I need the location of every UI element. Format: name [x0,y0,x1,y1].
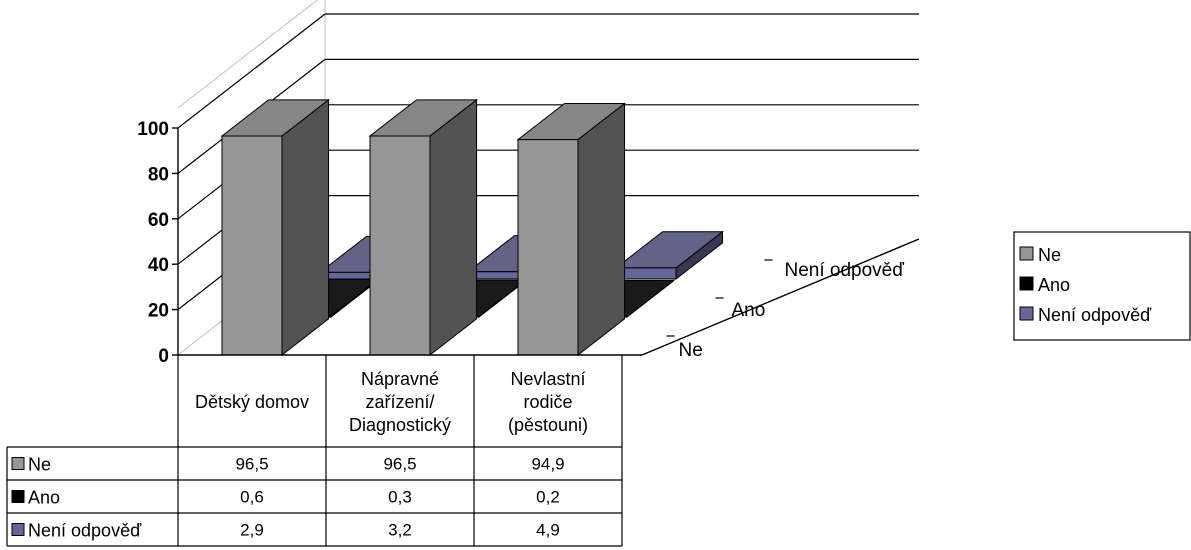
legend-swatch [1019,276,1034,291]
data-table: Dětský domov Nápravné zařízení/Diagnostick… [6,355,623,547]
category-label: zařízení/ [365,392,434,412]
table-cell: 2,9 [240,521,264,540]
category-label: Dětský domov [195,392,309,412]
row-label: Není odpověď [28,521,142,541]
legend-swatch [1019,246,1034,261]
y-tick-label: 100 [137,119,169,140]
row-label: Ano [28,488,60,508]
bar-není-odpověď-3 [614,230,725,281]
row-key-swatch [11,523,25,536]
y-tick-label: 40 [148,255,169,276]
table-cell: 94,9 [531,455,564,474]
bar-front-face [369,135,431,356]
legend-swatch [1019,306,1034,321]
table-cell: 96,5 [235,455,268,474]
category-label: rodiče [523,392,572,412]
row-key-swatch [11,490,25,503]
bar-side-face [577,102,626,357]
table-cell: 0,6 [240,488,264,507]
y-tick-label: 0 [158,346,169,367]
depth-axis: Ne Ano Není odpověď [666,259,905,361]
depth-axis-label: Ne [679,340,703,361]
legend: Ne Ano Není odpověď [1013,231,1191,341]
bar-front-face [517,139,579,356]
row-label: Ne [28,455,51,475]
y-tick-label: 20 [148,301,169,322]
depth-axis-label: Není odpověď [785,260,905,281]
category-label: (pěstouni) [508,415,588,435]
legend-label: Není odpověď [1038,305,1152,325]
category-label: Nápravné [361,369,439,389]
depth-axis-label: Ano [732,300,766,321]
legend-label: Ne [1038,245,1061,265]
bar-front-face [221,135,283,356]
legend-label: Ano [1038,275,1070,295]
category-label: Diagnostický [349,415,451,435]
legend-box [1013,231,1191,341]
table-cell: 96,5 [383,455,416,474]
bar-ne-2 [368,98,479,357]
table-cell: 0,3 [388,488,412,507]
bar-side-face [281,98,330,357]
table-cell: 3,2 [388,521,412,540]
gridline-side-100 [177,13,326,129]
y-tick-label: 80 [148,164,169,185]
y-tick-label: 60 [148,210,169,231]
bar-ne-3 [516,102,627,357]
table-cell: 4,9 [536,521,560,540]
category-label: Nevlastní [510,369,585,389]
y-axis: 0 20 40 60 80 100 [137,119,642,367]
row-key-swatch [11,457,25,470]
side-wall-top-edge [177,0,319,109]
bar-ne-1 [220,98,331,357]
floor-right-edge [641,238,920,356]
bar-side-face [429,98,478,357]
bars [220,98,725,357]
table-cell: 0,2 [536,488,560,507]
